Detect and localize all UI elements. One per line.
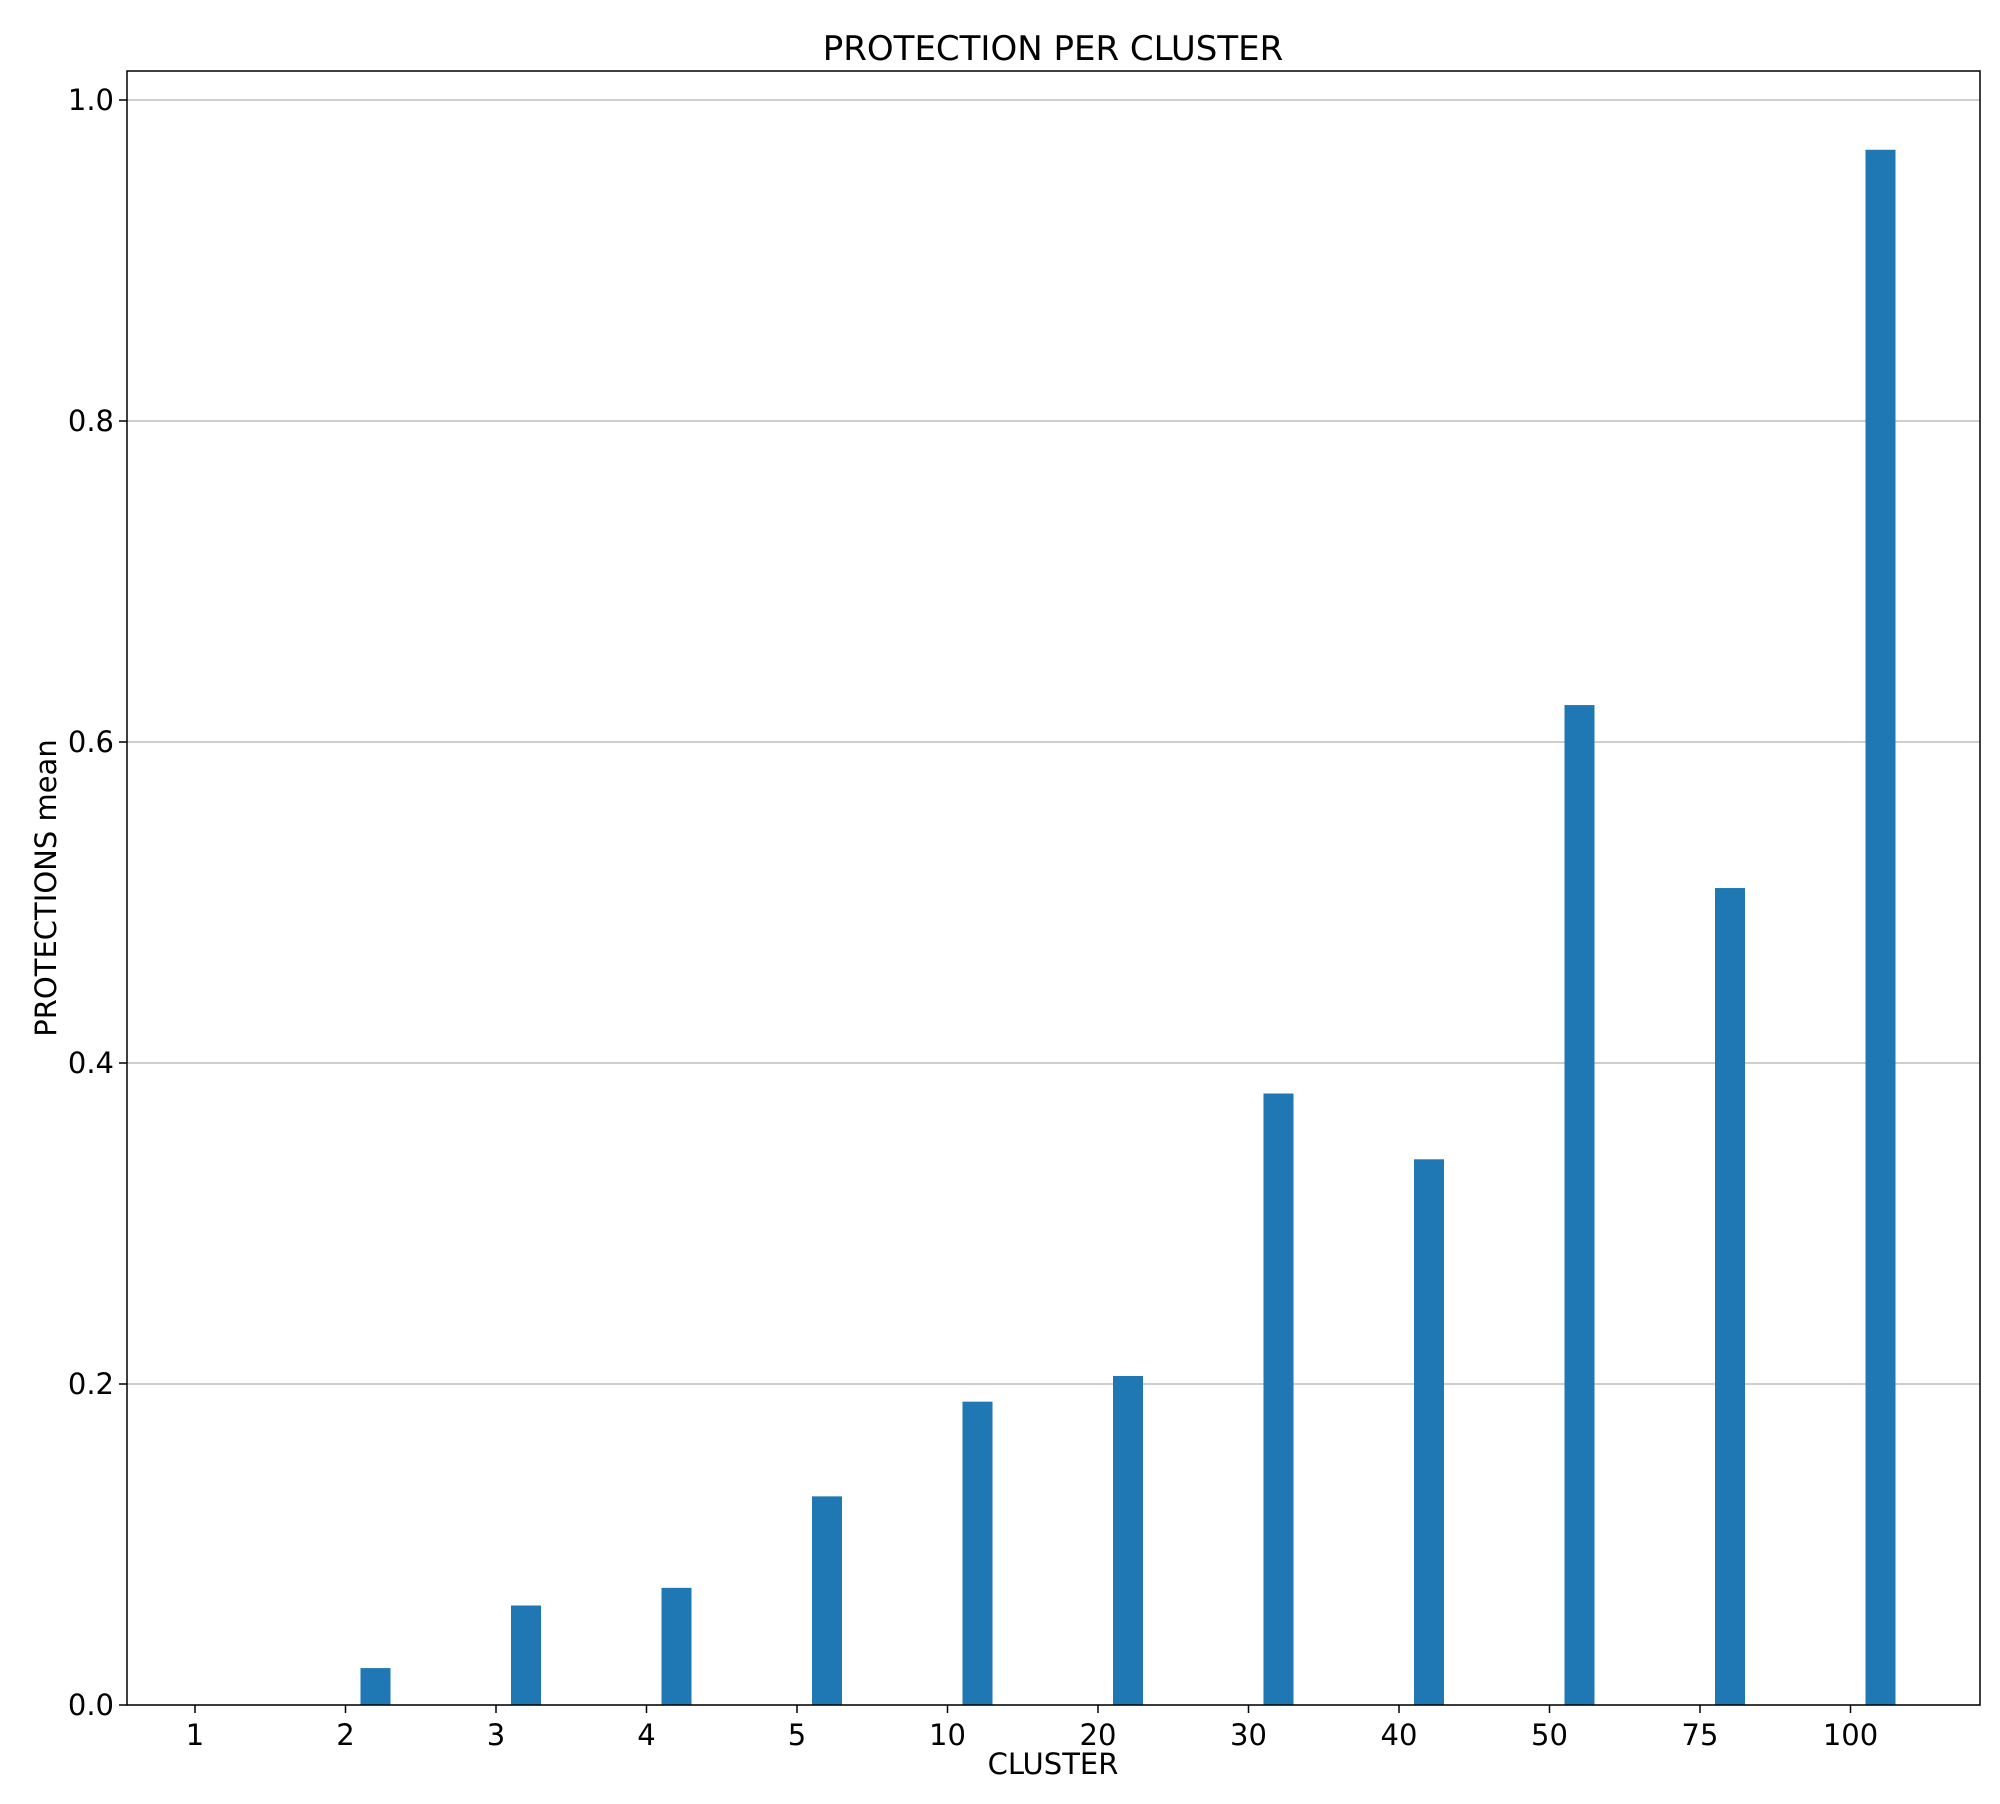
x-tick-label: 5 xyxy=(788,1718,806,1752)
y-tick-label: 0.8 xyxy=(68,404,114,438)
x-tick-label: 40 xyxy=(1381,1718,1418,1752)
y-tick-label: 0.4 xyxy=(68,1046,114,1080)
bar xyxy=(1715,888,1745,1705)
x-tick-label: 4 xyxy=(637,1718,655,1752)
x-tick-label: 100 xyxy=(1823,1718,1878,1752)
chart-title: PROTECTION PER CLUSTER xyxy=(823,29,1283,69)
y-tick-label: 0.6 xyxy=(68,725,114,759)
x-tick-label: 30 xyxy=(1230,1718,1267,1752)
bar xyxy=(661,1587,692,1705)
y-tick-label: 1.0 xyxy=(68,83,114,117)
grid-lines xyxy=(127,99,1980,1706)
x-tick-label: 2 xyxy=(336,1718,354,1752)
y-axis-ticks: 0.0 0.2 0.4 0.6 0.8 1.0 xyxy=(68,83,127,1722)
bar xyxy=(1865,149,1896,1705)
x-axis-ticks: 1 2 3 4 5 10 20 30 40 50 75 100 xyxy=(186,1705,1878,1752)
bar xyxy=(812,1496,842,1705)
bar xyxy=(962,1401,993,1705)
bar xyxy=(360,1668,391,1705)
y-axis-label: PROTECTIONS mean xyxy=(29,739,63,1036)
x-axis-label: CLUSTER xyxy=(988,1747,1119,1781)
bars xyxy=(360,149,1896,1705)
bar xyxy=(1414,1159,1444,1705)
plot-frame xyxy=(126,70,1981,1706)
x-tick-label: 3 xyxy=(487,1718,505,1752)
x-tick-label: 20 xyxy=(1080,1718,1117,1752)
y-tick-label: 0.2 xyxy=(68,1367,114,1401)
x-tick-label: 1 xyxy=(186,1718,204,1752)
bar xyxy=(1113,1375,1143,1705)
bar xyxy=(511,1605,541,1705)
bar xyxy=(1564,705,1595,1705)
y-tick-label: 0.0 xyxy=(68,1688,114,1722)
bar xyxy=(1263,1093,1294,1705)
x-tick-label: 75 xyxy=(1682,1718,1719,1752)
x-tick-label: 50 xyxy=(1531,1718,1568,1752)
x-tick-label: 10 xyxy=(929,1718,966,1752)
